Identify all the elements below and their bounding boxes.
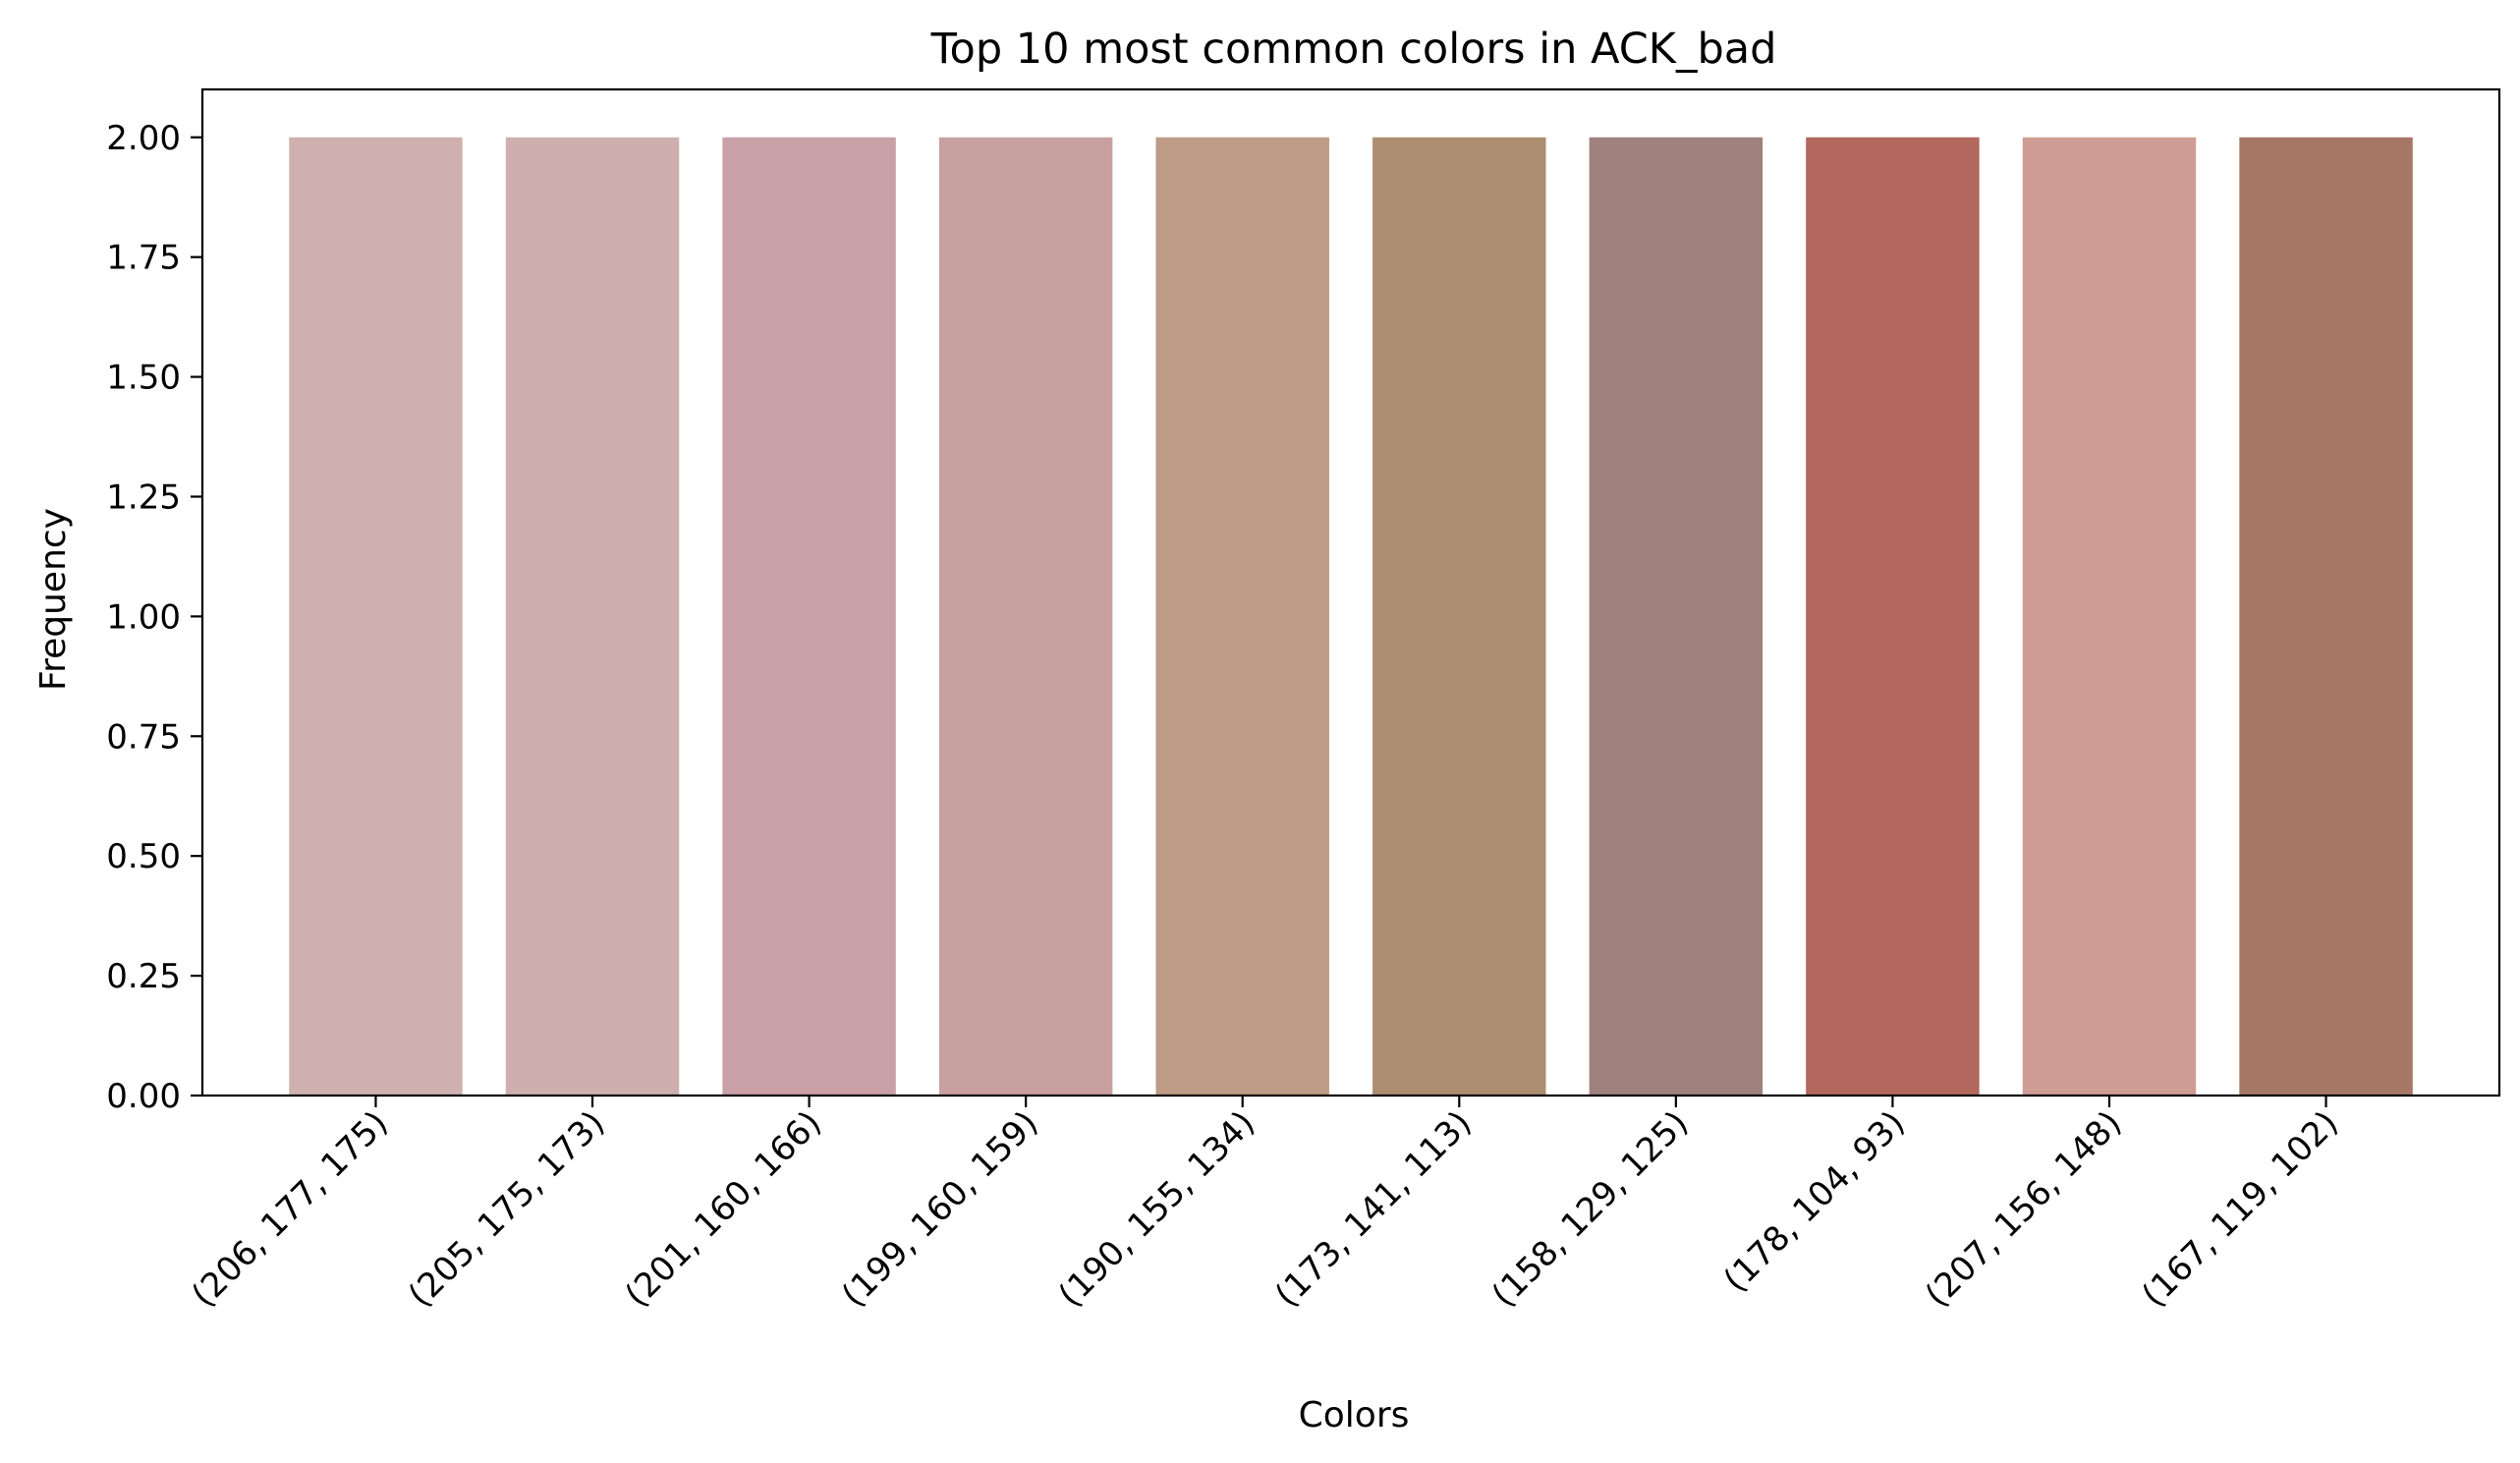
y-tick-label: 1.75 xyxy=(106,239,181,278)
bar-8 xyxy=(1806,137,1980,1096)
y-tick-label: 0.75 xyxy=(106,717,181,757)
bar-6 xyxy=(1372,137,1546,1096)
bar-5 xyxy=(1155,137,1329,1096)
bar-4 xyxy=(938,137,1113,1096)
bar-2 xyxy=(505,137,680,1096)
y-tick-label: 0.25 xyxy=(106,957,181,996)
y-tick-label: 0.00 xyxy=(106,1077,181,1116)
bar-1 xyxy=(289,137,463,1096)
y-axis-label: Frequency xyxy=(33,508,74,691)
bar-3 xyxy=(722,137,896,1096)
bar-10 xyxy=(2239,137,2413,1096)
y-tick-label: 0.50 xyxy=(106,837,181,876)
bar-7 xyxy=(1589,137,1764,1096)
y-tick-label: 1.50 xyxy=(106,359,181,398)
y-tick-label: 1.00 xyxy=(106,597,181,637)
y-tick-label: 1.25 xyxy=(106,478,181,517)
x-axis-label: Colors xyxy=(1299,1395,1410,1435)
axes-frame xyxy=(200,87,2501,1097)
y-tick-label: 2.00 xyxy=(106,119,181,158)
chart-title: Top 10 most common colors in ACK_bad xyxy=(930,25,1777,74)
plot-area: 0.000.250.500.751.001.251.501.752.00(206… xyxy=(106,87,2501,1315)
bar-9 xyxy=(2022,137,2197,1096)
